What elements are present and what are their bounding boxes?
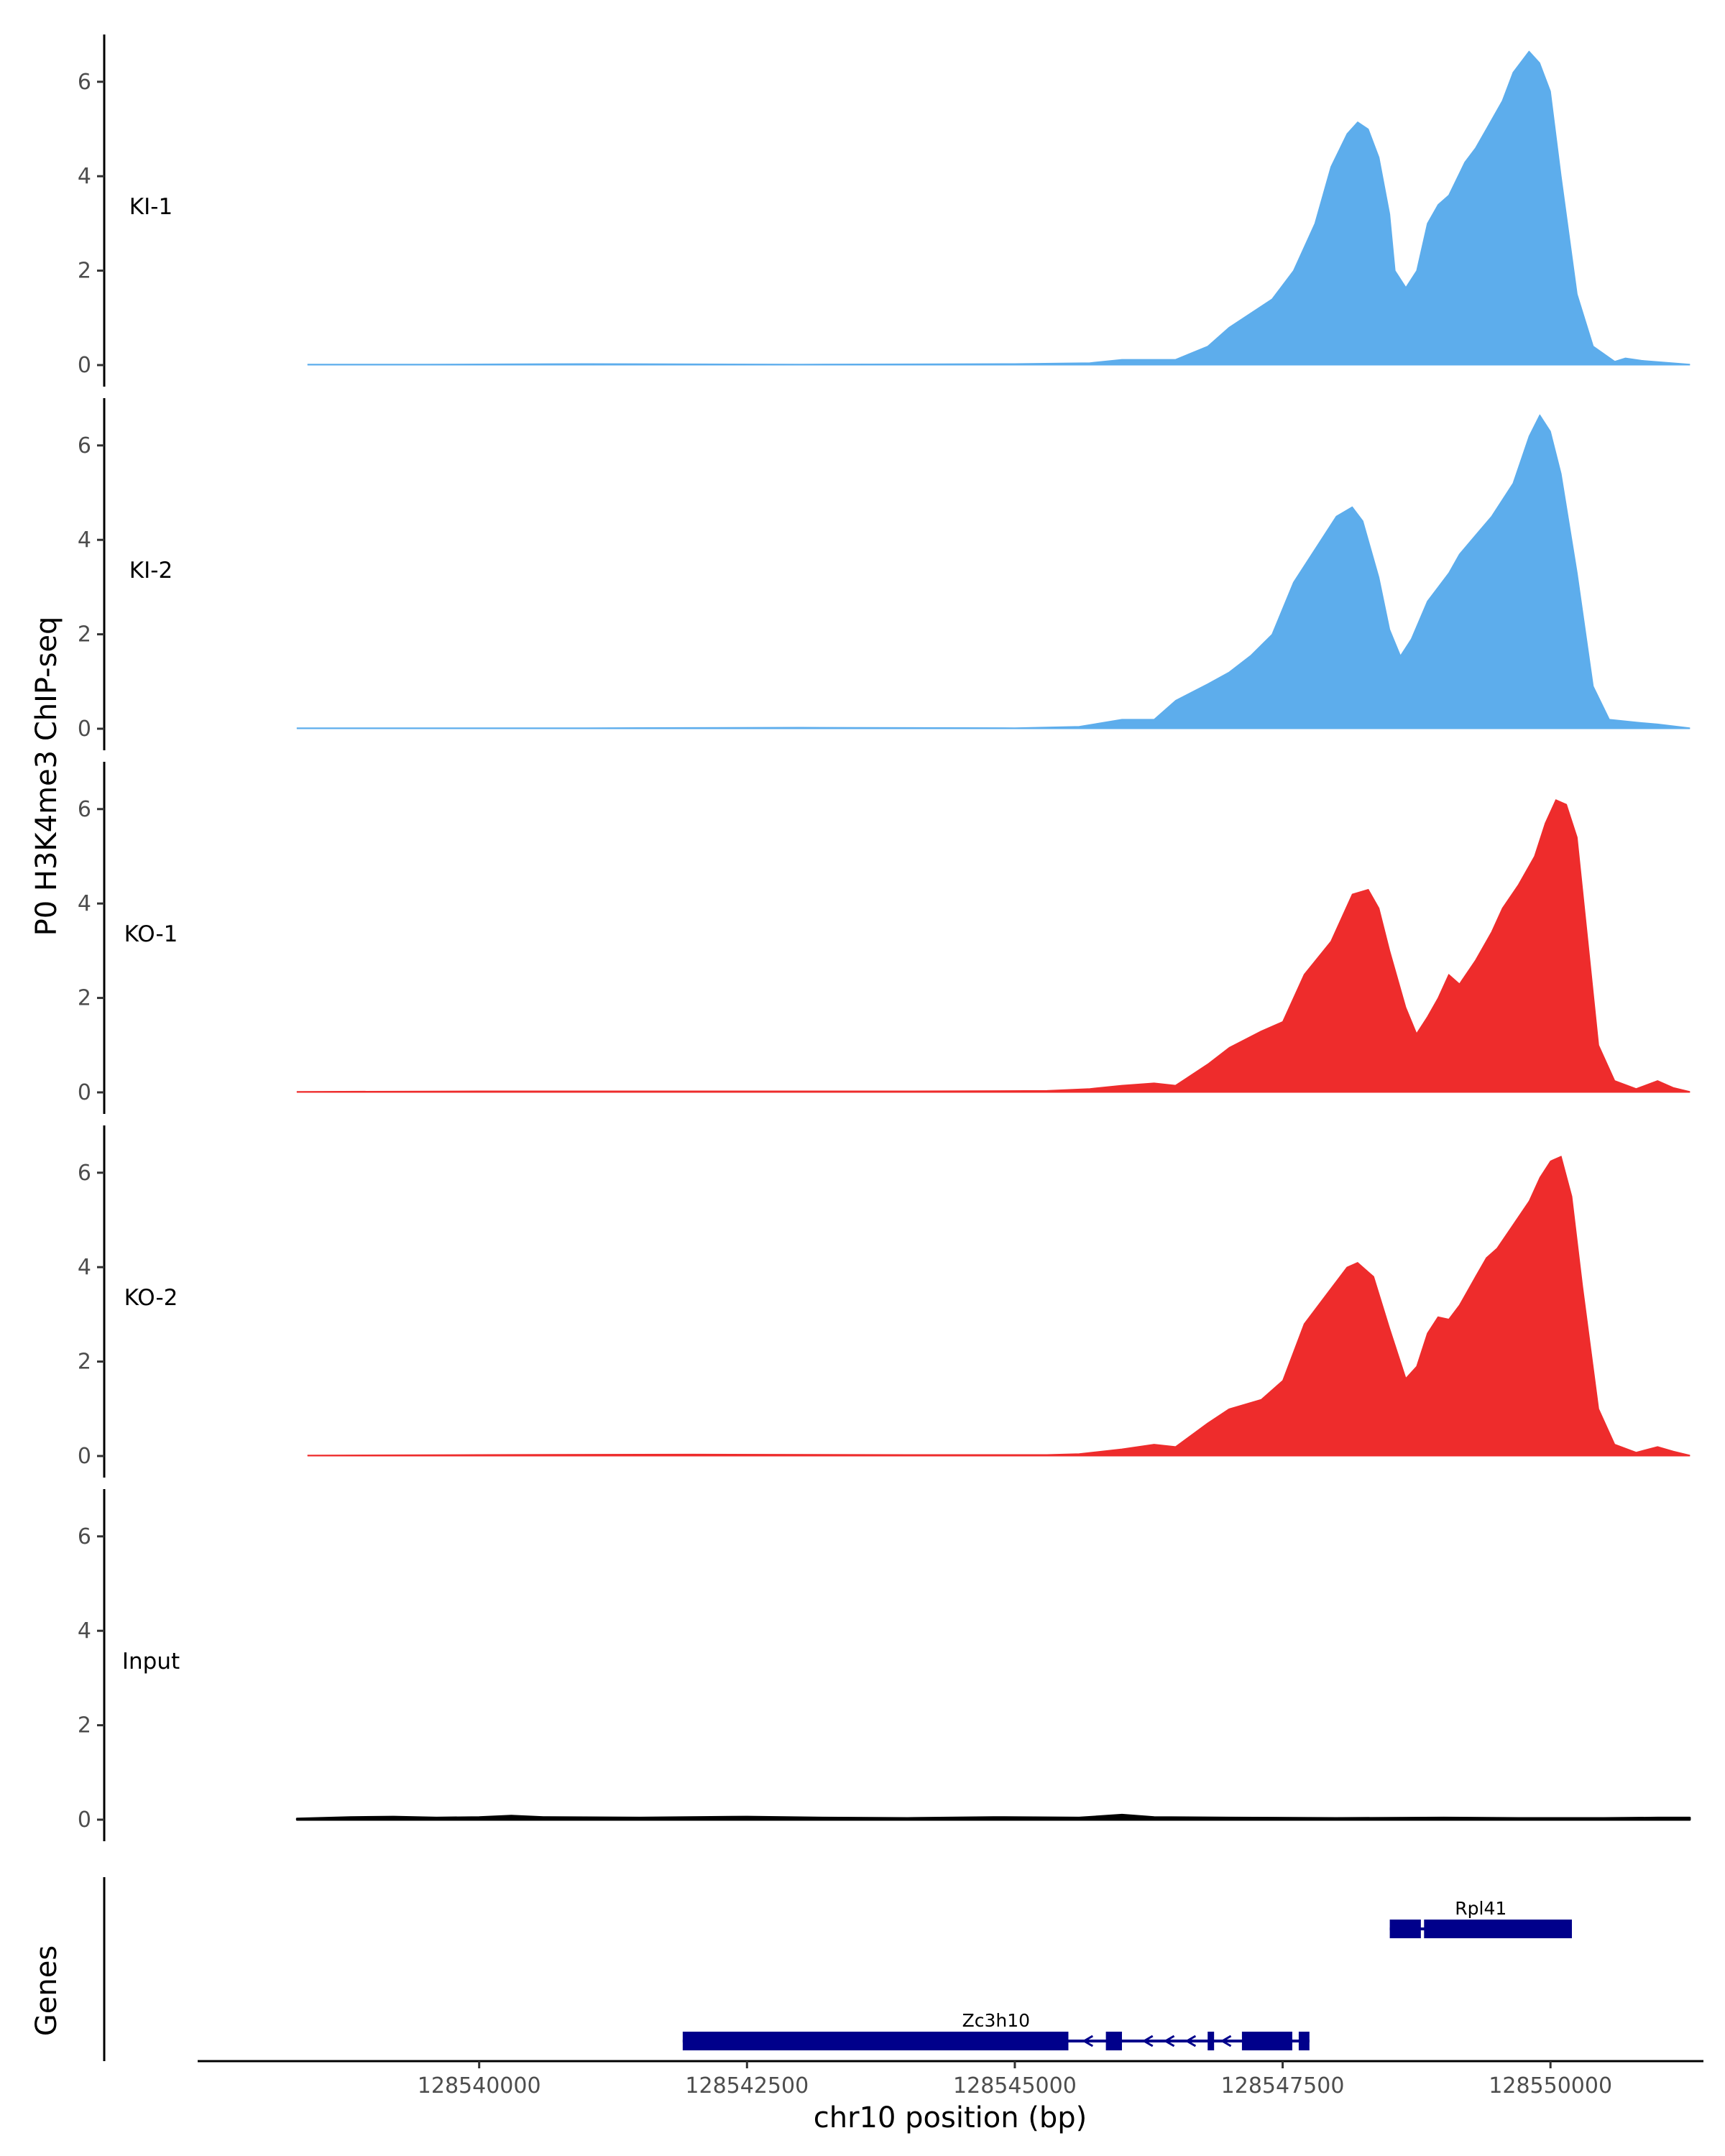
y-tick-label: 0 [78,1080,91,1105]
gene-exon [1241,2032,1292,2050]
y-tick-label: 2 [78,1350,91,1375]
gene-exon [1424,1920,1572,1938]
y-tick-label: 2 [78,986,91,1011]
track-panel-ko-2: 0 2 4 6 KO-2 [78,1125,1690,1478]
y-axis-title: P0 H3K4me3 ChIP-seq [30,617,63,936]
strand-arrow [1082,2035,1094,2047]
track-panels: 0 2 4 6 KI-1 0 2 4 6 KI-2 0 2 4 6 KO-1 0 2 4 6 KO-2 0 2 4 6 Inpu… [78,34,1691,1841]
y-tick-label: 4 [78,1255,91,1280]
track-panel-ki-1: 0 2 4 6 KI-1 [78,34,1690,387]
track-panel-input: 0 2 4 6 Input [78,1489,1691,1841]
y-tick-label: 2 [78,259,91,284]
x-axis-title: chr10 position (bp) [814,2101,1087,2134]
y-tick-label: 0 [78,717,91,742]
track-label: Input [122,1649,180,1674]
y-tick-label: 0 [78,1444,91,1469]
gene-exon [1298,2032,1310,2050]
x-tick-label: 128550000 [1489,2073,1612,2099]
signal-area-ko-1 [296,799,1690,1093]
strand-arrow [1184,2035,1197,2047]
y-tick-label: 4 [78,1618,91,1644]
y-tick-label: 2 [78,622,91,648]
y-tick-label: 6 [78,70,91,95]
x-axis: 128540000 128542500 128545000 128547500 1285… [198,2060,1703,2099]
y-tick-label: 2 [78,1713,91,1738]
signal-area-ki-1 [307,50,1690,366]
track-panel-ki-2: 0 2 4 6 KI-2 [78,398,1690,750]
x-tick-label: 128540000 [418,2073,541,2099]
track-label: KO-2 [124,1285,178,1311]
gene-exon [1208,2032,1215,2050]
gene-label: Rpl41 [1455,1898,1506,1919]
x-tick-label: 128545000 [953,2073,1077,2099]
signal-area-input [295,1813,1691,1821]
y-tick-label: 6 [78,1161,91,1186]
gene-rpl41: Rpl41 [1389,1898,1572,1938]
y-tick-label: 4 [78,164,91,189]
track-label: KI-1 [129,194,172,220]
y-tick-label: 6 [78,1524,91,1549]
gene-zc3h10: Zc3h10 [682,2010,1310,2050]
gene-exon [1105,2032,1122,2050]
signal-area-ki-2 [296,414,1690,729]
gene-label: Zc3h10 [962,2010,1030,2031]
x-tick-label: 128542500 [685,2073,809,2099]
track-label: KI-2 [129,558,172,584]
gene-track: Rpl41 Zc3h10 [103,1877,1572,2061]
track-label: KO-1 [124,921,178,947]
y-tick-label: 6 [78,433,91,459]
gene-exon [682,2032,1069,2050]
y-tick-label: 4 [78,528,91,553]
x-tick-label: 128547500 [1221,2073,1345,2099]
y-tick-label: 0 [78,1807,91,1833]
y-tick-label: 0 [78,353,91,378]
y-tick-label: 6 [78,797,91,822]
track-panel-ko-1: 0 2 4 6 KO-1 [78,762,1690,1114]
signal-area-ko-2 [307,1156,1690,1457]
strand-arrow [1220,2035,1232,2047]
genes-axis-title: Genes [30,1945,63,2036]
strand-arrow [1163,2035,1175,2047]
gene-exon [1389,1920,1421,1938]
strand-arrow [1141,2035,1154,2047]
y-tick-label: 4 [78,891,91,916]
